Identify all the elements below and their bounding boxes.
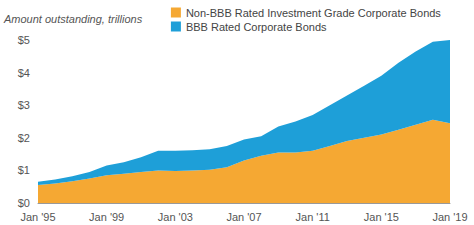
svg-text:Amount outstanding, trillions: Amount outstanding, trillions [3,13,143,25]
svg-text:Non-BBB Rated Investment Grade: Non-BBB Rated Investment Grade Corporate… [186,7,441,19]
svg-text:$0: $0 [18,197,30,209]
svg-text:$2: $2 [18,132,30,144]
svg-text:$1: $1 [18,164,30,176]
svg-text:$5: $5 [18,34,30,46]
svg-text:Jan '11: Jan '11 [296,211,330,223]
svg-text:$3: $3 [18,99,30,111]
svg-text:Jan '03: Jan '03 [158,211,193,223]
svg-text:Jan '15: Jan '15 [364,211,399,223]
svg-text:Jan '19: Jan '19 [432,211,467,223]
svg-text:Jan '07: Jan '07 [226,211,261,223]
svg-text:BBB Rated Corporate Bonds: BBB Rated Corporate Bonds [186,21,327,33]
svg-text:Jan '95: Jan '95 [20,211,55,223]
svg-text:Jan '99: Jan '99 [89,211,124,223]
svg-text:$4: $4 [18,67,30,79]
